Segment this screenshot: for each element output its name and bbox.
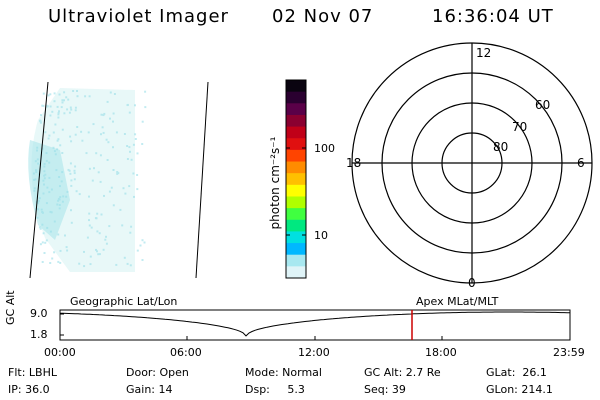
- terminator-line-left: [29, 81, 49, 279]
- colorbar-block: [286, 126, 306, 139]
- status-dsp: Dsp: 5.3: [245, 383, 305, 396]
- colorbar-tick-100: 100: [314, 142, 335, 155]
- x-tick-0000: 00:00: [44, 346, 76, 359]
- timeline-left-title: Geographic Lat/Lon: [70, 295, 178, 308]
- colorbar-block: [286, 138, 306, 151]
- time-label: 16:36:04 UT: [432, 6, 554, 27]
- colorbar-block: [286, 161, 306, 174]
- mlt-label-top: 12: [476, 46, 492, 60]
- status-door: Door: Open: [126, 366, 189, 379]
- status-flt: Flt: LBHL: [8, 366, 57, 379]
- timeline-right-title: Apex MLat/MLT: [416, 295, 499, 308]
- mlt-label-left: 18: [346, 156, 362, 170]
- status-ip: IP: 36.0: [8, 383, 50, 396]
- colorbar-block: [286, 208, 306, 221]
- timeline-y-label: GC Alt: [4, 290, 17, 325]
- mlt-label-right: 6: [577, 156, 585, 170]
- colorbar-block: [286, 103, 306, 116]
- colorbar-block: [286, 254, 306, 267]
- colorbar-block: [286, 184, 306, 197]
- colorbar-block: [286, 91, 306, 104]
- status-glon: GLon: 214.1: [486, 383, 553, 396]
- y-tick-1.8: 1.8: [30, 328, 48, 341]
- colorbar-block: [286, 114, 306, 128]
- colorbar-block: [286, 266, 306, 279]
- polar-plot: [351, 42, 593, 284]
- colorbar-block: [286, 149, 306, 163]
- colorbar-block: [286, 173, 306, 186]
- geographic-image: [28, 81, 209, 279]
- x-tick-2359: 23:59: [553, 346, 585, 359]
- x-tick-0600: 06:00: [170, 346, 202, 359]
- status-gain: Gain: 14: [126, 383, 173, 396]
- lat-label-70: 70: [512, 120, 528, 134]
- colorbar-block: [286, 243, 306, 256]
- altitude-timeline: [59, 309, 571, 341]
- colorbar-unit-label: photon cm⁻²s⁻¹: [268, 136, 282, 230]
- lat-label-60: 60: [535, 98, 551, 112]
- lat-label-80: 80: [493, 140, 509, 154]
- x-tick-1200: 12:00: [298, 346, 330, 359]
- status-glat: GLat: 26.1: [486, 366, 547, 379]
- status-gc-alt: GC Alt: 2.7 Re: [364, 366, 441, 379]
- status-seq: Seq: 39: [364, 383, 406, 396]
- mlt-label-bottom: 0: [468, 276, 476, 290]
- colorbar: [285, 79, 307, 279]
- date-label: 02 Nov 07: [272, 6, 374, 27]
- x-tick-1800: 18:00: [425, 346, 457, 359]
- colorbar-block: [286, 196, 306, 209]
- colorbar-block: [286, 219, 306, 232]
- colorbar-tick-10: 10: [314, 229, 328, 242]
- colorbar-block: [286, 231, 306, 244]
- instrument-title: Ultraviolet Imager: [48, 6, 229, 27]
- y-tick-9: 9.0: [30, 307, 48, 320]
- status-mode: Mode: Normal: [245, 366, 322, 379]
- terminator-line-right: [195, 81, 209, 279]
- colorbar-block: [286, 80, 306, 93]
